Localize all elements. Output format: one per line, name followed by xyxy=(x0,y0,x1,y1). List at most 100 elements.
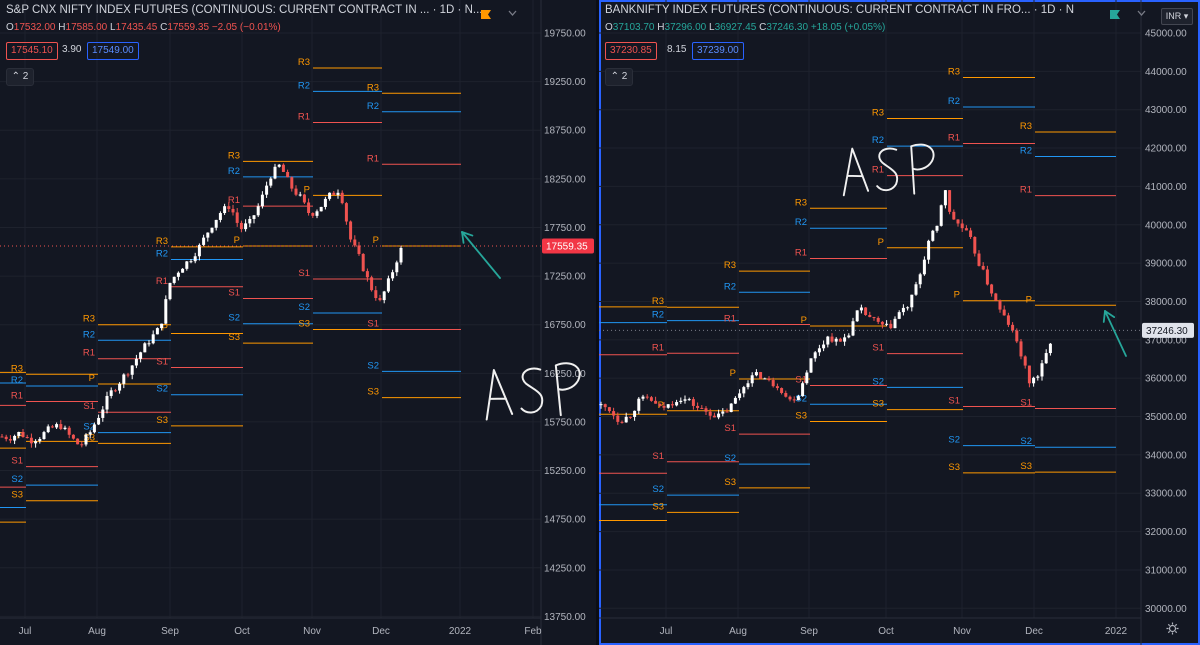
candle-body xyxy=(361,253,365,272)
banknifty-chart-pane[interactable]: 45000.00 44000.00 43000.00 42000.00 41000.00… xyxy=(599,0,1200,645)
more-icon[interactable] xyxy=(1137,9,1146,19)
letter-a xyxy=(485,369,514,421)
candle-body xyxy=(88,432,92,435)
y-tick-label: 33000.00 xyxy=(1145,489,1187,500)
banknifty-sell-button[interactable]: 37230.85 xyxy=(605,42,657,60)
nifty-chart-pane[interactable]: 19750.00 19250.00 18750.00 18250.00 17750.00… xyxy=(0,0,596,645)
pivot-label-r1: R1 xyxy=(156,276,168,287)
candle-body xyxy=(708,411,712,416)
banknifty-interval[interactable]: 1D xyxy=(1040,4,1056,16)
pivot-label-p: P xyxy=(801,315,807,326)
arrow-shaft xyxy=(1104,310,1127,357)
y-tick-label: 13750.00 xyxy=(544,612,586,623)
pivot-levels: R3 R2 R1 P S1 S2 S3 R3 R2 R1 P S1 S2 S3 R3 R2 R1 P S1 S2 S3 R… xyxy=(599,66,1116,521)
candle-body xyxy=(616,415,620,422)
x-tick-label: Sep xyxy=(800,626,818,637)
pivot-label-s1: S1 xyxy=(1020,397,1032,408)
pivot-label-p: P xyxy=(1026,294,1032,305)
candle-body xyxy=(973,236,977,254)
settings-gear-icon[interactable] xyxy=(1166,622,1179,635)
candle-body xyxy=(13,435,17,441)
candle-body xyxy=(160,323,164,329)
candle-body xyxy=(645,396,649,398)
candle-body xyxy=(332,192,336,195)
candle-body xyxy=(109,390,113,396)
candle-body xyxy=(227,206,231,209)
candle-body xyxy=(235,212,239,223)
nifty-interval[interactable]: 1D xyxy=(439,4,455,16)
last-price-tag xyxy=(1142,322,1194,338)
pivot-label-s3: S3 xyxy=(948,462,960,473)
pivot-label-s2: S2 xyxy=(1020,436,1032,447)
x-tick-label: Oct xyxy=(878,626,894,637)
candle-body xyxy=(80,444,84,446)
candle-body xyxy=(1027,365,1031,384)
candle-body xyxy=(176,272,180,277)
pivot-label-r3: R3 xyxy=(367,82,379,93)
candle-body xyxy=(155,328,159,335)
candle-body xyxy=(307,202,311,214)
candle-body xyxy=(386,278,390,292)
candle-body xyxy=(771,380,775,387)
flag-icon[interactable] xyxy=(1110,10,1120,19)
pivot-label-s1: S1 xyxy=(795,374,807,385)
last-price-tag xyxy=(542,238,594,254)
candle-body xyxy=(92,424,96,433)
currency-selector[interactable]: INR ▾ xyxy=(1161,8,1193,25)
nifty-title[interactable]: S&P CNX NIFTY INDEX FUTURES (CONTINUOUS:… xyxy=(6,4,430,16)
candle-body xyxy=(349,221,353,240)
candle-body xyxy=(252,215,256,219)
candle-body xyxy=(910,294,914,308)
nifty-open: 17532.00 xyxy=(13,22,56,33)
candle-body xyxy=(859,307,863,311)
pivot-label-s3: S3 xyxy=(11,490,23,501)
flag-icon[interactable] xyxy=(481,10,491,19)
pivot-label-s1: S1 xyxy=(948,396,960,407)
candle-body xyxy=(927,240,931,260)
more-icon[interactable] xyxy=(508,9,517,19)
nifty-chart[interactable]: 19750.00 19250.00 18750.00 18250.00 17750.00… xyxy=(0,0,596,645)
pivot-label-s3: S3 xyxy=(652,501,664,512)
arrow-head xyxy=(1104,310,1116,318)
y-tick-label: 15750.00 xyxy=(544,417,586,428)
candle-body xyxy=(25,437,29,439)
candle-body xyxy=(29,437,33,444)
candles xyxy=(599,189,1052,425)
nifty-buy-button[interactable]: 17549.00 xyxy=(87,42,139,60)
y-tick-label: 32000.00 xyxy=(1145,527,1187,538)
candle-body xyxy=(633,410,637,417)
banknifty-indicators-toggle[interactable]: ⌃ 2 xyxy=(605,68,633,86)
candle-body xyxy=(202,237,206,245)
candle-body xyxy=(805,372,809,384)
x-tick-label: Sep xyxy=(161,626,179,637)
pivot-label-s2: S2 xyxy=(948,435,960,446)
nifty-sell-button[interactable]: 17545.10 xyxy=(6,42,58,60)
candle-body xyxy=(147,343,151,345)
pivot-label-r3: R3 xyxy=(11,363,23,374)
pivot-label-r2: R2 xyxy=(652,310,664,321)
pivot-label-r3: R3 xyxy=(298,57,310,68)
nifty-indicators-toggle[interactable]: ⌃ 2 xyxy=(6,68,34,86)
arrow-head xyxy=(461,231,474,237)
candle-body xyxy=(721,411,725,414)
candle-body xyxy=(273,166,277,179)
banknifty-title[interactable]: BANKNIFTY INDEX FUTURES (CONTINUOUS: CUR… xyxy=(605,4,1031,16)
candle-body xyxy=(101,409,105,418)
banknifty-buy-button[interactable]: 37239.00 xyxy=(692,42,744,60)
pivot-label-r2: R2 xyxy=(156,249,168,260)
y-tick-label: 17750.00 xyxy=(544,223,586,234)
pivot-label-r3: R3 xyxy=(1020,121,1032,132)
pane-divider[interactable] xyxy=(596,0,599,645)
candle-body xyxy=(855,310,859,322)
y-tick-label: 38000.00 xyxy=(1145,297,1187,308)
candle-body xyxy=(843,337,847,342)
last-price-tag-label: 37246.30 xyxy=(1146,326,1188,337)
pivot-label-p: P xyxy=(89,373,95,384)
banknifty-chart[interactable]: 45000.00 44000.00 43000.00 42000.00 41000.00… xyxy=(599,0,1200,645)
candle-body xyxy=(935,225,939,231)
y-tick-label: 16250.00 xyxy=(544,369,586,380)
candle-body xyxy=(683,399,687,401)
pivot-label-r3: R3 xyxy=(724,260,736,271)
pivot-label-r1: R1 xyxy=(367,153,379,164)
candle-body xyxy=(792,399,796,401)
